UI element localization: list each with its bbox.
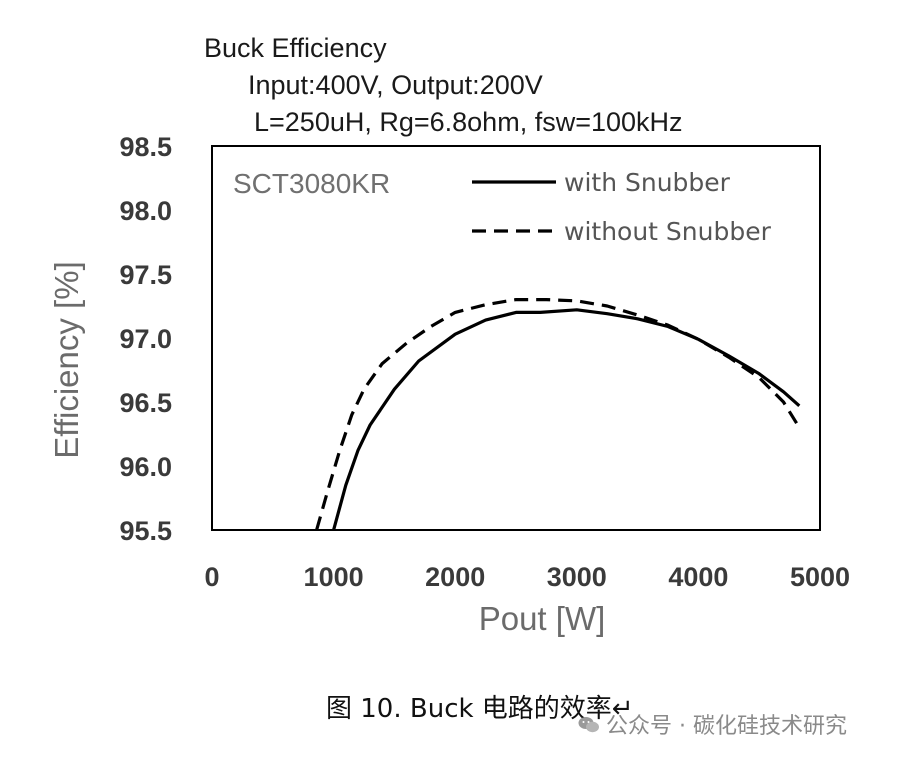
x-axis-label: Pout [W] <box>479 600 606 637</box>
x-tick-label: 5000 <box>790 562 850 592</box>
wechat-icon <box>578 715 600 733</box>
y-tick-label: 97.5 <box>119 260 172 290</box>
device-annotation: SCT3080KR <box>233 168 390 199</box>
x-tick-label: 4000 <box>668 562 728 592</box>
x-tick-label: 2000 <box>425 562 485 592</box>
x-tick-label: 1000 <box>304 562 364 592</box>
watermark: 公众号 · 碳化硅技术研究 <box>578 708 847 740</box>
y-tick-label: 95.5 <box>119 516 172 546</box>
y-tick-label: 96.5 <box>119 388 172 418</box>
y-tick-labels: 98.5 98.0 97.5 97.0 96.5 96.0 95.5 <box>119 132 172 546</box>
watermark-text: 公众号 · 碳化硅技术研究 <box>606 714 847 739</box>
series-line-with-snubber <box>332 308 801 530</box>
y-tick-label: 96.0 <box>119 452 172 482</box>
series-line-without-snubber <box>315 298 801 530</box>
legend-label: with Snubber <box>564 168 731 197</box>
chart-title-line-2: Input:400V, Output:200V <box>248 70 543 100</box>
y-tick-label: 98.5 <box>119 132 172 162</box>
x-tick-label: 0 <box>204 562 219 592</box>
x-tick-label: 3000 <box>547 562 607 592</box>
y-tick-label: 98.0 <box>119 196 172 226</box>
y-tick-label: 97.0 <box>119 324 172 354</box>
plot-area-frame <box>211 145 821 531</box>
efficiency-chart: Buck Efficiency Input:400V, Output:200V L=… <box>48 33 850 637</box>
x-tick-labels: 0 1000 2000 3000 4000 5000 <box>204 562 850 592</box>
y-axis-label: Efficiency [%] <box>48 261 85 458</box>
legend: with Snubber without Snubber <box>472 168 772 246</box>
chart-title-group: Buck Efficiency Input:400V, Output:200V L=… <box>204 33 683 137</box>
legend-label: without Snubber <box>564 217 772 246</box>
series-layer <box>315 298 801 530</box>
chart-title-line-1: Buck Efficiency <box>204 33 387 63</box>
chart-title-line-3: L=250uH, Rg=6.8ohm, fsw=100kHz <box>254 107 683 137</box>
